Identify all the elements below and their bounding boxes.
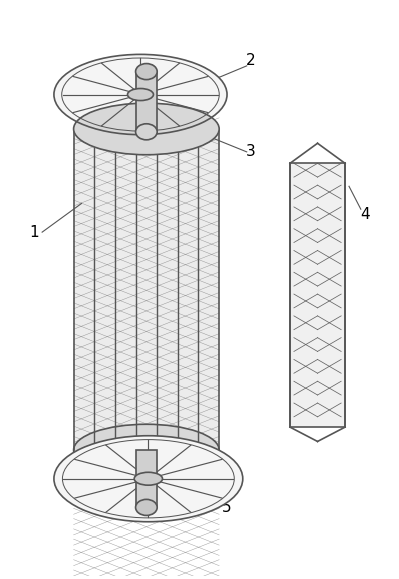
Ellipse shape <box>136 64 157 80</box>
Bar <box>73 129 219 450</box>
Text: 2: 2 <box>246 53 255 68</box>
Text: 4: 4 <box>360 207 369 222</box>
Bar <box>136 450 157 507</box>
Bar <box>290 163 345 427</box>
Ellipse shape <box>128 89 154 101</box>
Ellipse shape <box>134 472 162 485</box>
Ellipse shape <box>73 424 219 476</box>
Ellipse shape <box>54 54 227 135</box>
Ellipse shape <box>136 499 157 515</box>
Ellipse shape <box>73 103 219 155</box>
Ellipse shape <box>136 124 157 140</box>
Bar <box>136 72 157 132</box>
Text: 5: 5 <box>222 500 232 515</box>
Text: 1: 1 <box>30 225 39 240</box>
Text: 3: 3 <box>246 144 255 159</box>
Ellipse shape <box>54 436 243 522</box>
